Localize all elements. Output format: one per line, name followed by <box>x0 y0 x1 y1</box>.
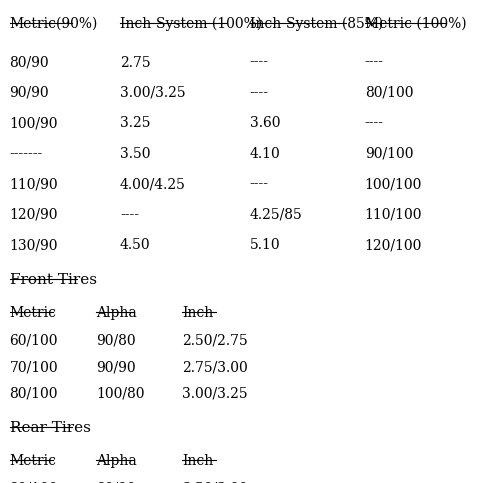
Text: 3.60: 3.60 <box>250 116 280 130</box>
Text: 3.00/3.25: 3.00/3.25 <box>120 86 186 100</box>
Text: Front Tires: Front Tires <box>10 273 96 287</box>
Text: 3.25: 3.25 <box>120 116 151 130</box>
Text: 2.50/2.75: 2.50/2.75 <box>182 334 248 348</box>
Text: ----: ---- <box>365 116 384 130</box>
Text: Inch-System (100%): Inch-System (100%) <box>120 17 262 31</box>
Text: 2.50/3.00: 2.50/3.00 <box>182 482 248 483</box>
Text: 100/80: 100/80 <box>96 387 144 401</box>
Text: ----: ---- <box>250 177 269 191</box>
Text: 4.10: 4.10 <box>250 147 280 161</box>
Text: Rear Tires: Rear Tires <box>10 421 90 435</box>
Text: 100/100: 100/100 <box>365 177 422 191</box>
Text: 60/100: 60/100 <box>10 334 58 348</box>
Text: 80/100: 80/100 <box>365 86 413 100</box>
Text: 5.10: 5.10 <box>250 238 280 252</box>
Text: Inch: Inch <box>182 454 214 468</box>
Text: 130/90: 130/90 <box>10 238 58 252</box>
Text: ----: ---- <box>365 56 384 70</box>
Text: 110/90: 110/90 <box>10 177 58 191</box>
Text: ----: ---- <box>250 56 269 70</box>
Text: Metric: Metric <box>10 454 57 468</box>
Text: 80/90: 80/90 <box>96 482 136 483</box>
Text: 90/80: 90/80 <box>96 334 136 348</box>
Text: 2.75: 2.75 <box>120 56 151 70</box>
Text: Metric(90%): Metric(90%) <box>10 17 98 31</box>
Text: Inch-System (85%): Inch-System (85%) <box>250 17 383 31</box>
Text: 80/100: 80/100 <box>10 387 58 401</box>
Text: 120/90: 120/90 <box>10 208 58 222</box>
Text: 2.75/3.00: 2.75/3.00 <box>182 360 248 374</box>
Text: Metric: Metric <box>10 306 57 320</box>
Text: Alpha: Alpha <box>96 306 137 320</box>
Text: Alpha: Alpha <box>96 454 137 468</box>
Text: 4.25/85: 4.25/85 <box>250 208 302 222</box>
Text: -------: ------- <box>10 147 43 161</box>
Text: 120/100: 120/100 <box>365 238 422 252</box>
Text: Metric (100%): Metric (100%) <box>365 17 467 31</box>
Text: 70/100: 70/100 <box>10 360 58 374</box>
Text: ----: ---- <box>250 86 269 100</box>
Text: 90/90: 90/90 <box>10 86 49 100</box>
Text: 110/100: 110/100 <box>365 208 422 222</box>
Text: 90/100: 90/100 <box>365 147 413 161</box>
Text: 80/90: 80/90 <box>10 56 49 70</box>
Text: 3.00/3.25: 3.00/3.25 <box>182 387 248 401</box>
Text: ----: ---- <box>120 208 139 222</box>
Text: 3.50: 3.50 <box>120 147 151 161</box>
Text: 80/100: 80/100 <box>10 482 58 483</box>
Text: 90/90: 90/90 <box>96 360 136 374</box>
Text: 100/90: 100/90 <box>10 116 58 130</box>
Text: 4.00/4.25: 4.00/4.25 <box>120 177 186 191</box>
Text: 4.50: 4.50 <box>120 238 151 252</box>
Text: Inch: Inch <box>182 306 214 320</box>
